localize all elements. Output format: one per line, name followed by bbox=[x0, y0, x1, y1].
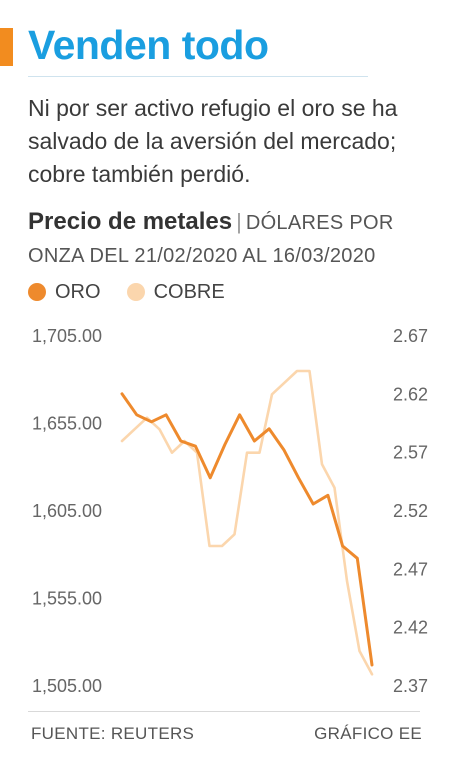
legend: ORO COBRE bbox=[28, 278, 251, 306]
y-left-tick-label: 1,555.00 bbox=[32, 589, 102, 609]
legend-swatch-cobre bbox=[126, 283, 145, 301]
chart-unit: DÓLARES POR ONZA DEL 21/02/2020 AL 16/03… bbox=[28, 212, 394, 267]
y-right-tick-label: 2.67 bbox=[393, 326, 428, 346]
legend-swatch-oro bbox=[28, 283, 46, 301]
y-right-tick-label: 2.37 bbox=[393, 676, 428, 696]
source-credit: FUENTE: REUTERS bbox=[31, 724, 195, 743]
footer-divider bbox=[28, 711, 420, 712]
legend-item-oro: ORO bbox=[28, 281, 101, 304]
y-left-tick-label: 1,605.00 bbox=[32, 501, 102, 521]
y-right-tick-label: 2.57 bbox=[393, 443, 428, 463]
y-right-tick-label: 2.47 bbox=[393, 559, 428, 579]
chart-heading: Precio de metales | DÓLARES POR ONZA DEL 2… bbox=[28, 206, 448, 272]
price-chart: 1,705.00 1,655.00 1,605.00 1,555.00 1,505.00… bbox=[32, 326, 428, 696]
series-line-oro bbox=[120, 392, 374, 667]
y-right-tick-label: 2.62 bbox=[393, 384, 428, 404]
y-left-tick-label: 1,655.00 bbox=[32, 414, 102, 434]
legend-item-cobre: COBRE bbox=[126, 280, 225, 304]
graphic-credit: GRÁFICO EE bbox=[314, 724, 422, 743]
y-left-tick-label: 1,705.00 bbox=[32, 326, 102, 346]
series-line-cobre bbox=[120, 369, 374, 676]
headline-divider bbox=[28, 76, 368, 77]
legend-label-oro: ORO bbox=[55, 280, 101, 303]
y-left-tick-label: 1,505.00 bbox=[32, 676, 102, 696]
accent-bar bbox=[0, 28, 13, 66]
chart-title: Precio de metales bbox=[28, 208, 233, 235]
legend-label-cobre: COBRE bbox=[153, 280, 225, 303]
y-right-tick-label: 2.52 bbox=[393, 501, 428, 521]
subtitle: Ni por ser activo refugio el oro se ha s… bbox=[28, 95, 398, 187]
y-right-tick-label: 2.42 bbox=[393, 618, 428, 638]
title-separator: | bbox=[236, 209, 242, 234]
headline: Venden todo bbox=[28, 22, 269, 68]
